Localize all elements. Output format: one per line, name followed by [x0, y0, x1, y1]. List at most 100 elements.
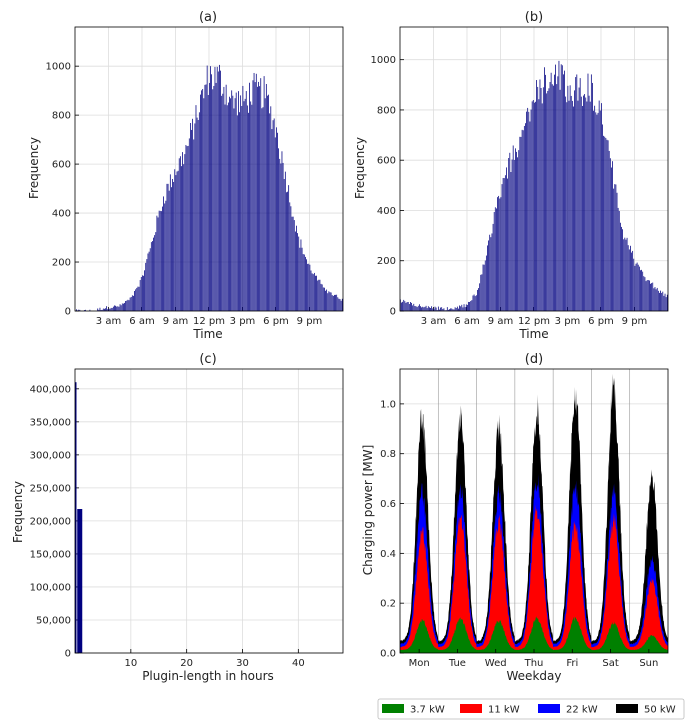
panel-b-bar [601, 103, 602, 311]
panel-c-ytick-label: 300,000 [30, 450, 71, 461]
panel-a-bar [197, 120, 199, 311]
panel-a-bar [211, 74, 212, 311]
panel-b-bar [615, 184, 617, 311]
panel-b-bar [632, 250, 634, 311]
panel-b-bar [487, 245, 488, 311]
panel-a-bar [316, 275, 317, 311]
panel-a-bar [232, 95, 234, 311]
panel-a-bar [210, 66, 211, 311]
panel-a-bar [317, 280, 319, 311]
panel-b-bar [642, 271, 644, 311]
panel-a-bar [321, 284, 323, 311]
panel-b-xtick-label: 6 pm [588, 316, 614, 327]
panel-a-bar [253, 72, 255, 312]
panel-a-bar [328, 291, 330, 311]
panel-b-bar [659, 292, 660, 311]
panel-a-ytick-label: 400 [52, 209, 71, 220]
legend-swatch [460, 704, 482, 713]
panel-a-bar [169, 174, 171, 311]
panel-b-bar [443, 308, 445, 311]
panel-b-bar [550, 72, 552, 311]
panel-a-xtick-label: 3 am [96, 316, 121, 327]
panel-b-bar [647, 280, 649, 311]
panel-b-bar [594, 105, 596, 311]
panel-b-bar [461, 304, 463, 311]
panel-a-bar [110, 307, 112, 311]
panel-b-ytick-label: 800 [377, 105, 396, 116]
panel-a-bar [330, 292, 332, 311]
panel-a-bar [294, 231, 296, 311]
panel-a-bar [181, 166, 182, 311]
panel-b-bar [616, 192, 618, 311]
panel-a-bar [209, 82, 210, 311]
panel-b-bar [665, 297, 667, 311]
panel-b-bar [530, 109, 532, 311]
panel-a-bar [277, 132, 278, 311]
panel-a-bar [268, 94, 269, 312]
panel-b-bar [421, 307, 422, 311]
panel-b-bar [561, 65, 563, 311]
panel-a-bar [320, 283, 322, 311]
panel-b-xtick-label: 9 am [488, 316, 513, 327]
panel-b-bar [472, 295, 474, 311]
panel-b-bar [481, 274, 483, 311]
panel-a-bar [182, 152, 183, 311]
panel-a-bar [183, 164, 185, 311]
panel-a-bar [327, 293, 329, 311]
panel-a-bar [128, 300, 130, 311]
panel-b-bar [437, 306, 439, 311]
panel-d-xtick-label: Thu [524, 658, 544, 669]
panel-a-bar [142, 275, 143, 311]
panel-d-ytick-label: 0.2 [380, 599, 396, 610]
panel-a-bar [280, 163, 282, 311]
panel-b-xtick-label: 9 pm [622, 316, 648, 327]
panel-b-bar [471, 300, 473, 311]
panel-b-bar [532, 100, 534, 311]
panel-a-bar [216, 66, 218, 311]
panel-a-bar [143, 275, 144, 311]
panel-a-bar [154, 235, 156, 311]
panel-b-bar [537, 86, 539, 311]
panel-a-bar [245, 91, 247, 312]
panel-a-bar [243, 101, 245, 311]
panel-d-ytick-label: 1.0 [380, 399, 396, 410]
panel-a-bar [292, 216, 294, 311]
panel-b-bar [477, 289, 478, 311]
panel-a-bar [319, 279, 321, 311]
panel-a-bar [107, 309, 109, 311]
panel-a-bar [281, 151, 283, 311]
panel-b-bar [462, 307, 464, 311]
panel-a-bar [146, 259, 148, 311]
panel-d: (d) Weekday Charging power [MW] 0.0 0.2 0.… [361, 352, 669, 683]
panel-b-ytick-label: 200 [377, 256, 396, 267]
panel-c-ylabel: Frequency [11, 481, 25, 543]
panel-a-bar [79, 309, 81, 311]
panel-a-xtick-label: 9 am [163, 316, 188, 327]
panel-b-bar [552, 85, 554, 311]
panel-b-bar [575, 77, 577, 311]
panel-b-bar [453, 309, 455, 311]
panel-d-area-11-kW [400, 504, 668, 653]
panel-a-bar [213, 85, 215, 311]
panel-b-bar [655, 289, 657, 311]
panel-a-bar [226, 105, 228, 311]
panel-d-xlabel: Weekday [507, 669, 562, 683]
panel-b-bar [498, 195, 500, 311]
panel-b-bar [535, 101, 536, 311]
legend-swatch [616, 704, 638, 713]
panel-a-bar [201, 90, 202, 311]
panel-b-bar [554, 74, 555, 312]
panel-b-ytick-label: 600 [377, 156, 396, 167]
panel-a-bar [274, 137, 276, 311]
panel-a-bar [206, 65, 208, 311]
panel-b-bar [490, 237, 492, 311]
panel-a-xtick-label: 3 pm [230, 316, 256, 327]
panel-b-bar [565, 96, 567, 311]
panel-c-xlabel: Plugin-length in hours [142, 669, 274, 683]
panel-b-bar [566, 102, 568, 311]
panel-a-bar [188, 138, 190, 311]
panel-d-area-3-7-kW [400, 616, 668, 653]
panel-a-bar [121, 303, 123, 311]
panel-a-bar [276, 127, 277, 311]
